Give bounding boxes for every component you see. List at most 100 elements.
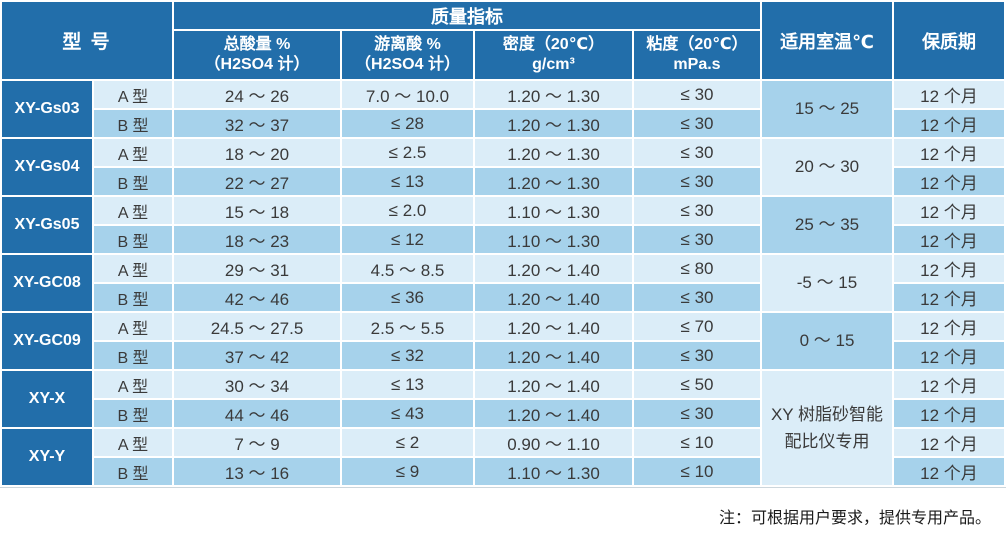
temp-cell: 20 ～ 30 (762, 139, 892, 195)
cell-shelf-life: 12 个月 (894, 371, 1004, 398)
cell-free-acid: ≤ 2 (342, 429, 473, 456)
cell-viscosity: ≤ 50 (634, 371, 760, 398)
model-cell-xy-gc08: XY-GC08 (2, 255, 92, 311)
header-viscosity-line1: 粘度（20℃） (646, 36, 748, 53)
header-quality-indicators: 质量指标 (174, 2, 760, 29)
cell-density: 1.10 ～ 1.30 (475, 226, 632, 253)
cell-total-acid: 24 ～ 26 (174, 81, 340, 108)
cell-total-acid: 42 ～ 46 (174, 284, 340, 311)
type-cell: A 型 (94, 255, 172, 282)
cell-total-acid: 24.5 ～ 27.5 (174, 313, 340, 340)
cell-free-acid: ≤ 28 (342, 110, 473, 137)
cell-viscosity: ≤ 70 (634, 313, 760, 340)
cell-total-acid: 15 ～ 18 (174, 197, 340, 224)
type-cell: B 型 (94, 342, 172, 369)
header-free-acid-line2: （H2SO4 计） (355, 56, 460, 73)
header-density-line2: g/cm³ (532, 56, 575, 73)
table-row: B 型 13 ～ 16 ≤ 9 1.10 ～ 1.30 ≤ 10 12 个月 (2, 458, 1004, 485)
model-cell-xy-gs03: XY-Gs03 (2, 81, 92, 137)
cell-density: 1.10 ～ 1.30 (475, 197, 632, 224)
header-total-acid-line1: 总酸量 % (223, 36, 291, 53)
table-row: XY-Gs05 A 型 15 ～ 18 ≤ 2.0 1.10 ～ 1.30 ≤ … (2, 197, 1004, 253)
type-cell: A 型 (94, 139, 172, 166)
cell-free-acid: ≤ 9 (342, 458, 473, 485)
cell-total-acid: 32 ～ 37 (174, 110, 340, 137)
cell-viscosity: ≤ 30 (634, 226, 760, 253)
cell-viscosity: ≤ 30 (634, 110, 760, 137)
cell-free-acid: ≤ 13 (342, 371, 473, 398)
cell-shelf-life: 12 个月 (894, 226, 1004, 253)
cell-density: 1.20 ～ 1.30 (475, 139, 632, 166)
cell-free-acid: ≤ 12 (342, 226, 473, 253)
cell-viscosity: ≤ 30 (634, 139, 760, 166)
header-viscosity-line2: mPa.s (673, 56, 721, 73)
header-shelf-life: 保质期 (894, 2, 1004, 79)
cell-shelf-life: 12 个月 (894, 81, 1004, 108)
cell-viscosity: ≤ 10 (634, 458, 760, 485)
cell-density: 1.20 ～ 1.40 (475, 284, 632, 311)
header-total-acid: 总酸量 % （H2SO4 计） (174, 31, 340, 79)
table-row: XY-X A 型 30 ～ 34 ≤ 13 1.20 ～ 1.40 ≤ 50 X… (2, 371, 1004, 485)
cell-density: 0.90 ～ 1.10 (475, 429, 632, 456)
temp-cell: -5 ～ 15 (762, 255, 892, 311)
cell-viscosity: ≤ 30 (634, 168, 760, 195)
type-cell: B 型 (94, 284, 172, 311)
cell-density: 1.20 ～ 1.40 (475, 342, 632, 369)
cell-shelf-life: 12 个月 (894, 284, 1004, 311)
header-density: 密度（20℃） g/cm³ (475, 31, 632, 79)
table-row: B 型 18 ～ 23 ≤ 12 1.10 ～ 1.30 ≤ 30 12 个月 (2, 226, 1004, 253)
type-cell: A 型 (94, 313, 172, 340)
temp-cell: 25 ～ 35 (762, 197, 892, 253)
type-cell: B 型 (94, 458, 172, 485)
table-row: B 型 22 ～ 27 ≤ 13 1.20 ～ 1.30 ≤ 30 12 个月 (2, 168, 1004, 195)
cell-shelf-life: 12 个月 (894, 313, 1004, 340)
table-row: XY-Gs03 A 型 24 ～ 26 7.0 ～ 10.0 1.20 ～ 1.… (2, 81, 1004, 137)
cell-viscosity: ≤ 30 (634, 342, 760, 369)
cell-density: 1.20 ～ 1.40 (475, 255, 632, 282)
cell-viscosity: ≤ 80 (634, 255, 760, 282)
table-row: XY-GC08 A 型 29 ～ 31 4.5 ～ 8.5 1.20 ～ 1.4… (2, 255, 1004, 311)
cell-total-acid: 29 ～ 31 (174, 255, 340, 282)
model-cell-xy-gs05: XY-Gs05 (2, 197, 92, 253)
cell-shelf-life: 12 个月 (894, 429, 1004, 456)
type-cell: A 型 (94, 429, 172, 456)
cell-density: 1.20 ～ 1.30 (475, 110, 632, 137)
cell-free-acid: ≤ 36 (342, 284, 473, 311)
header-density-line1: 密度（20℃） (502, 36, 605, 53)
cell-total-acid: 22 ～ 27 (174, 168, 340, 195)
cell-viscosity: ≤ 10 (634, 429, 760, 456)
cell-density: 1.20 ～ 1.40 (475, 313, 632, 340)
cell-shelf-life: 12 个月 (894, 458, 1004, 485)
cell-total-acid: 30 ～ 34 (174, 371, 340, 398)
cell-shelf-life: 12 个月 (894, 110, 1004, 137)
cell-free-acid: 7.0 ～ 10.0 (342, 81, 473, 108)
type-cell: A 型 (94, 197, 172, 224)
table-row: B 型 32 ～ 37 ≤ 28 1.20 ～ 1.30 ≤ 30 12 个月 (2, 110, 1004, 137)
model-cell-xy-y: XY-Y (2, 429, 92, 485)
model-cell-xy-gc09: XY-GC09 (2, 313, 92, 369)
model-cell-xy-gs04: XY-Gs04 (2, 139, 92, 195)
table-row: XY-Y A 型 7 ～ 9 ≤ 2 0.90 ～ 1.10 ≤ 10 12 个… (2, 429, 1004, 485)
cell-free-acid: ≤ 32 (342, 342, 473, 369)
cell-free-acid: ≤ 13 (342, 168, 473, 195)
cell-free-acid: ≤ 2.5 (342, 139, 473, 166)
cell-density: 1.20 ～ 1.30 (475, 168, 632, 195)
model-cell-xy-x: XY-X (2, 371, 92, 427)
table-row: B 型 37 ～ 42 ≤ 32 1.20 ～ 1.40 ≤ 30 12 个月 (2, 342, 1004, 369)
cell-total-acid: 7 ～ 9 (174, 429, 340, 456)
temp-cell: 15 ～ 25 (762, 81, 892, 137)
cell-free-acid: 2.5 ～ 5.5 (342, 313, 473, 340)
cell-shelf-life: 12 个月 (894, 168, 1004, 195)
temp-cell-line1: XY 树脂砂智能 (770, 404, 884, 424)
cell-density: 1.20 ～ 1.30 (475, 81, 632, 108)
temp-cell: 0 ～ 15 (762, 313, 892, 369)
cell-total-acid: 13 ～ 16 (174, 458, 340, 485)
type-cell: A 型 (94, 81, 172, 108)
header-free-acid: 游离酸 % （H2SO4 计） (342, 31, 473, 79)
cell-shelf-life: 12 个月 (894, 342, 1004, 369)
footnote: 注：可根据用户要求，提供专用产品。 (718, 510, 991, 527)
header-model: 型 号 (2, 2, 172, 79)
cell-viscosity: ≤ 30 (634, 400, 760, 427)
type-cell: A 型 (94, 371, 172, 398)
